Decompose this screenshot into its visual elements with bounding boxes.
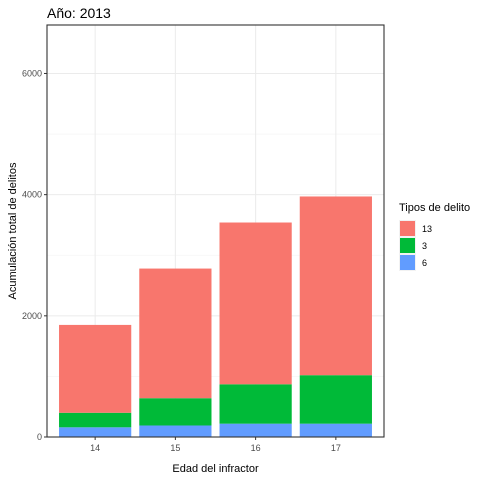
bar-15-series-6 [139,425,211,437]
y-tick-label: 2000 [22,311,42,321]
bar-14-series-6 [59,427,131,437]
y-tick-label: 0 [37,432,42,442]
x-axis-title: Edad del infractor [172,463,259,475]
legend-title: Tipos de delito [399,202,470,214]
x-axis: 14 15 16 17 [90,437,341,453]
y-tick-label: 6000 [22,68,42,78]
x-tick-label: 17 [331,443,341,453]
legend-swatch-13 [400,221,415,236]
x-tick-label: 14 [90,443,100,453]
y-axis: 0 2000 4000 6000 [22,68,47,442]
bar-14-series-3 [59,413,131,428]
bar-16-series-6 [220,424,292,437]
x-tick-label: 16 [251,443,261,453]
legend-label-13: 13 [422,224,432,234]
x-tick-label: 15 [170,443,180,453]
y-tick-label: 4000 [22,190,42,200]
bar-15-series-13 [139,269,211,399]
legend-label-3: 3 [422,241,427,251]
chart-title: Año: 2013 [47,5,111,21]
bar-17-series-3 [300,375,372,423]
legend-label-6: 6 [422,258,427,268]
bar-17-series-6 [300,424,372,437]
bar-17-series-13 [300,196,372,375]
legend-swatch-3 [400,238,415,253]
bar-16-series-3 [220,384,292,423]
bar-15-series-3 [139,398,211,425]
bar-14-series-13 [59,325,131,413]
legend-swatch-6 [400,255,415,270]
y-axis-title: Acumulación total de delitos [7,162,19,299]
legend: Tipos de delito 13 3 6 [399,202,470,271]
bar-16-series-13 [220,223,292,385]
